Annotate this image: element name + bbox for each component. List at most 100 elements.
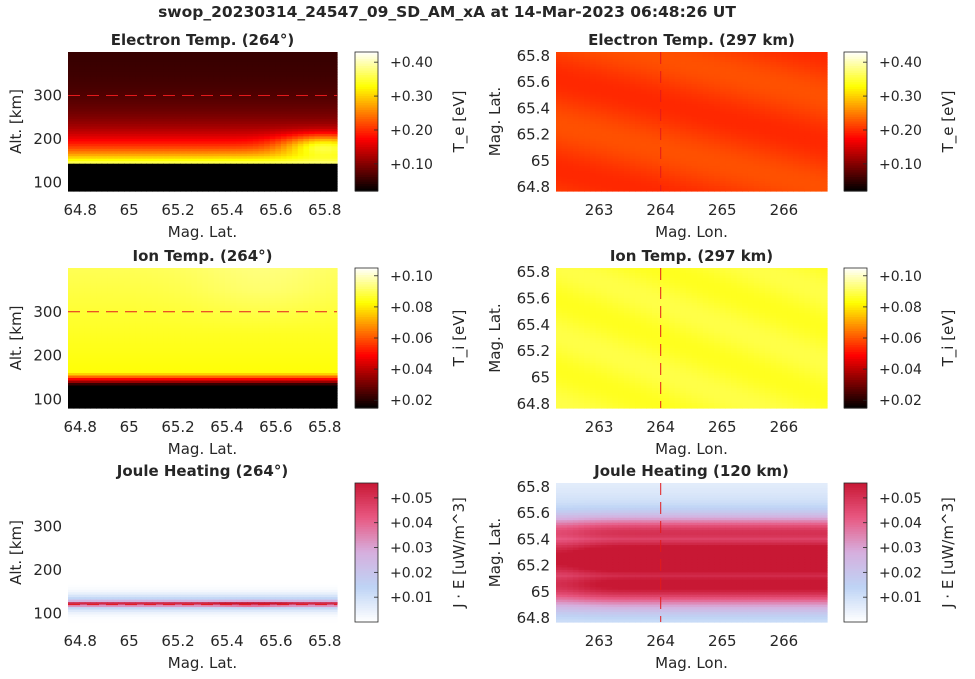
x-tick-label: 65.2 [161, 632, 194, 650]
heatmap-te_map [556, 52, 828, 192]
colorbar-tick-label: +0.02 [390, 565, 433, 581]
heatmap-te_alt [68, 52, 338, 192]
y-tick-label: 200 [33, 347, 62, 365]
panel-title: Electron Temp. (264°) [111, 31, 294, 49]
colorbar-tick-label: +0.10 [879, 157, 922, 173]
x-tick-label: 65.8 [308, 201, 341, 219]
colorbar-label: T_i [eV] [939, 310, 958, 368]
x-tick-label: 65.2 [161, 418, 194, 436]
x-axis-label: Mag. Lat. [168, 654, 237, 672]
x-tick-label: 65.6 [259, 418, 292, 436]
colorbar-label: J · E [uW/m^3] [450, 497, 468, 609]
x-tick-label: 265 [708, 632, 737, 650]
x-tick-label: 65.8 [308, 418, 341, 436]
colorbar-tick-label: +0.04 [390, 362, 433, 378]
x-tick-label: 266 [770, 632, 799, 650]
x-tick-label: 263 [585, 632, 614, 650]
colorbar-tick-label: +0.30 [879, 89, 922, 105]
y-tick-label: 65.2 [517, 342, 550, 360]
y-tick-label: 65.8 [517, 478, 550, 496]
colorbar-tick-label: +0.20 [390, 123, 433, 139]
x-tick-label: 266 [770, 418, 799, 436]
x-tick-label: 65 [120, 201, 139, 219]
y-tick-label: 65.8 [517, 263, 550, 281]
colorbar-tick-label: +0.40 [879, 55, 922, 71]
x-tick-label: 65.4 [210, 632, 243, 650]
colorbar-tick-label: +0.06 [390, 331, 433, 347]
x-tick-label: 65 [120, 418, 139, 436]
x-tick-label: 266 [770, 201, 799, 219]
x-tick-label: 65.6 [259, 201, 292, 219]
colorbar-tick-label: +0.40 [390, 55, 433, 71]
colorbar-tick-label: +0.04 [879, 516, 922, 532]
colorbar-te_map: +0.10 +0.20 +0.30 +0.40 T_e [eV] [844, 52, 958, 192]
heatmap-ti_map [556, 268, 828, 409]
x-tick-label: 65.6 [259, 632, 292, 650]
x-axis-label: Mag. Lat. [168, 440, 237, 458]
x-axis-label: Mag. Lon. [655, 654, 728, 672]
y-tick-label: 100 [33, 390, 62, 408]
colorbar-tick-label: +0.30 [390, 89, 433, 105]
colorbar-tick-label: +0.03 [879, 541, 922, 557]
x-tick-label: 263 [585, 418, 614, 436]
y-tick-label: 65.4 [517, 99, 550, 117]
y-tick-label: 100 [33, 173, 62, 191]
y-tick-label: 65 [531, 152, 550, 170]
y-tick-label: 65.4 [517, 530, 550, 548]
x-axis-label: Mag. Lat. [168, 223, 237, 241]
x-tick-label: 264 [646, 418, 675, 436]
x-tick-label: 65.2 [161, 201, 194, 219]
x-tick-label: 64.8 [64, 201, 97, 219]
y-tick-label: 300 [33, 86, 62, 104]
colorbar-tick-label: +0.08 [879, 300, 922, 316]
y-tick-label: 65 [531, 369, 550, 387]
y-axis-label: Alt. [km] [7, 89, 25, 154]
colorbar-tick-label: +0.10 [390, 269, 433, 285]
colorbar-label: T_e [eV] [450, 91, 469, 154]
colorbar-tick-label: +0.04 [879, 362, 922, 378]
colorbar-tick-label: +0.01 [390, 590, 433, 606]
x-tick-label: 64.8 [64, 418, 97, 436]
panel-title: Joule Heating (264°) [116, 462, 288, 480]
y-tick-label: 64.8 [517, 609, 550, 627]
y-tick-label: 200 [33, 130, 62, 148]
colorbar-tick-label: +0.20 [879, 123, 922, 139]
colorbar-tick-label: +0.04 [390, 516, 433, 532]
heatmap-jh_alt [68, 483, 338, 623]
y-tick-label: 200 [33, 561, 62, 579]
figure-title: swop_20230314_24547_09_SD_AM_xA at 14-Ma… [158, 3, 736, 21]
y-tick-label: 64.8 [517, 395, 550, 413]
x-tick-label: 64.8 [64, 632, 97, 650]
y-tick-label: 65.2 [517, 557, 550, 575]
colorbar-tick-label: +0.02 [390, 393, 433, 409]
y-axis-label: Mag. Lat. [486, 518, 504, 587]
colorbar-tick-label: +0.05 [879, 491, 922, 507]
x-tick-label: 65.8 [308, 632, 341, 650]
y-tick-label: 65 [531, 583, 550, 601]
colorbar-tick-label: +0.10 [390, 157, 433, 173]
colorbar-label: T_e [eV] [939, 91, 958, 154]
panel-title: Electron Temp. (297 km) [588, 31, 795, 49]
y-tick-label: 300 [33, 303, 62, 321]
y-tick-label: 65.4 [517, 316, 550, 334]
x-tick-label: 264 [646, 632, 675, 650]
heatmap-jh_map [556, 483, 828, 623]
y-axis-label: Mag. Lat. [486, 303, 504, 372]
y-axis-label: Mag. Lat. [486, 87, 504, 156]
colorbar-tick-label: +0.01 [879, 590, 922, 606]
x-tick-label: 65.4 [210, 418, 243, 436]
y-tick-label: 65.6 [517, 504, 550, 522]
colorbar-ti_alt: +0.02+0.04+0.06+0.08+0.10T_i [eV] [355, 268, 469, 409]
y-tick-label: 65.8 [517, 47, 550, 65]
heatmap-ti_alt [68, 268, 338, 409]
colorbar-ti_map: +0.02+0.04+0.06+0.08+0.10T_i [eV] [844, 268, 958, 409]
